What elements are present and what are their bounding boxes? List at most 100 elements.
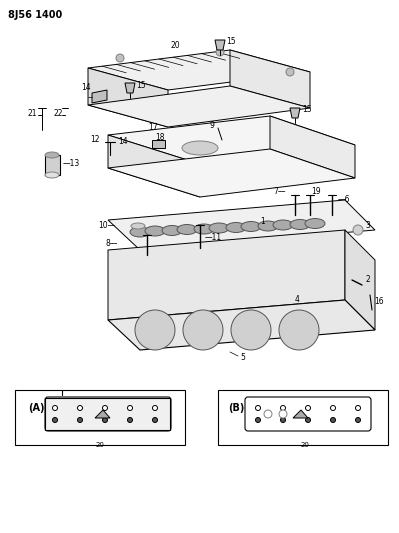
Text: 7—: 7— (273, 188, 286, 197)
Ellipse shape (130, 227, 150, 237)
Circle shape (135, 310, 175, 350)
Text: 20: 20 (170, 42, 180, 51)
Circle shape (264, 410, 272, 418)
Circle shape (128, 417, 132, 423)
Text: 8J56 1400: 8J56 1400 (8, 10, 62, 20)
Text: (B): (B) (228, 403, 244, 413)
Polygon shape (108, 135, 200, 197)
FancyBboxPatch shape (45, 397, 171, 431)
Circle shape (53, 417, 57, 423)
Circle shape (279, 410, 287, 418)
Text: 4: 4 (295, 295, 300, 304)
Ellipse shape (45, 152, 59, 158)
Circle shape (306, 406, 310, 410)
Circle shape (152, 417, 158, 423)
Circle shape (216, 48, 224, 56)
Polygon shape (230, 50, 310, 108)
Ellipse shape (182, 141, 218, 155)
Text: 16: 16 (374, 297, 383, 306)
Polygon shape (215, 40, 225, 50)
Text: —11: —11 (205, 232, 222, 241)
Circle shape (53, 406, 57, 410)
Circle shape (116, 54, 124, 62)
Circle shape (356, 417, 361, 423)
Polygon shape (290, 108, 300, 118)
Text: 20: 20 (96, 442, 105, 448)
Polygon shape (88, 50, 310, 90)
Polygon shape (345, 230, 375, 330)
Text: 8—: 8— (106, 238, 118, 247)
Circle shape (103, 406, 107, 410)
Text: (A): (A) (28, 403, 45, 413)
Circle shape (77, 406, 83, 410)
Text: 5: 5 (240, 353, 245, 362)
Circle shape (103, 417, 107, 423)
Bar (15, 390, 185, 445)
Ellipse shape (177, 224, 197, 235)
Polygon shape (152, 140, 165, 148)
Text: —6: —6 (338, 196, 350, 205)
FancyBboxPatch shape (245, 397, 371, 431)
Circle shape (306, 417, 310, 423)
Circle shape (128, 406, 132, 410)
Text: 2: 2 (365, 276, 370, 285)
Text: 10—: 10— (98, 222, 115, 230)
Polygon shape (108, 116, 355, 164)
Circle shape (286, 68, 294, 76)
Polygon shape (108, 200, 375, 250)
Circle shape (330, 406, 336, 410)
Ellipse shape (131, 223, 145, 229)
Circle shape (231, 310, 271, 350)
Text: 22: 22 (54, 109, 63, 117)
Ellipse shape (209, 223, 229, 233)
Ellipse shape (305, 219, 325, 229)
Text: 15: 15 (226, 37, 236, 46)
Text: 17: 17 (148, 124, 158, 133)
Text: 3: 3 (365, 221, 370, 230)
Ellipse shape (226, 222, 246, 232)
Ellipse shape (258, 221, 278, 231)
Polygon shape (293, 410, 308, 418)
Bar (218, 390, 388, 445)
Text: 18: 18 (155, 133, 164, 142)
Ellipse shape (273, 220, 293, 230)
Text: 12: 12 (91, 135, 100, 144)
Polygon shape (108, 230, 345, 320)
Polygon shape (95, 410, 110, 418)
Text: 1: 1 (260, 217, 265, 227)
Circle shape (255, 417, 261, 423)
Text: 20: 20 (300, 442, 310, 448)
Polygon shape (88, 68, 168, 127)
Circle shape (353, 225, 363, 235)
Circle shape (356, 406, 361, 410)
Circle shape (183, 310, 223, 350)
Circle shape (77, 417, 83, 423)
Ellipse shape (241, 222, 261, 231)
Text: 14: 14 (118, 138, 128, 147)
Polygon shape (108, 300, 375, 350)
Ellipse shape (194, 224, 214, 234)
Text: 15: 15 (302, 106, 312, 115)
Text: 14: 14 (81, 84, 91, 93)
Ellipse shape (45, 172, 59, 178)
Circle shape (279, 310, 319, 350)
Polygon shape (45, 155, 60, 175)
Polygon shape (88, 86, 310, 127)
Text: 15: 15 (136, 80, 146, 90)
Polygon shape (45, 398, 170, 430)
Polygon shape (270, 116, 355, 178)
Circle shape (280, 417, 286, 423)
Text: —13: —13 (63, 158, 80, 167)
Circle shape (280, 406, 286, 410)
Text: 19: 19 (311, 188, 321, 197)
Ellipse shape (290, 220, 310, 230)
Circle shape (152, 406, 158, 410)
Text: 9: 9 (210, 120, 215, 130)
Circle shape (255, 406, 261, 410)
Polygon shape (108, 149, 355, 197)
Ellipse shape (145, 226, 165, 236)
Polygon shape (125, 83, 135, 93)
Text: 21: 21 (28, 109, 38, 117)
Polygon shape (92, 90, 107, 103)
Circle shape (330, 417, 336, 423)
